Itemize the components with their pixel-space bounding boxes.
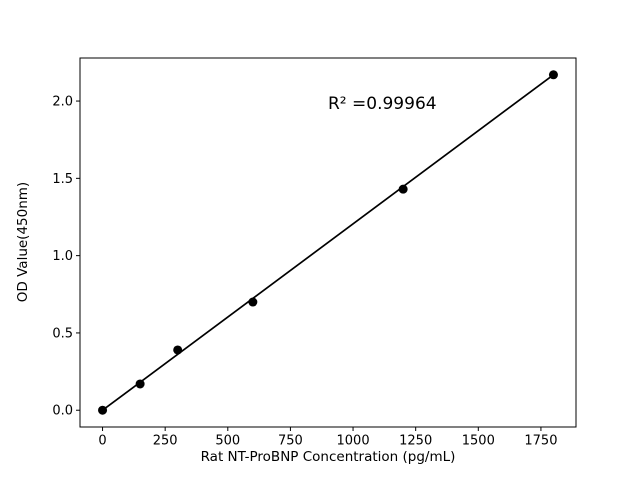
fit-line — [102, 74, 554, 411]
x-tick-label: 500 — [215, 434, 240, 449]
x-tick-label: 750 — [278, 434, 303, 449]
data-point — [98, 405, 108, 415]
r-squared-annotation: R² =0.99964 — [328, 94, 437, 114]
x-tick-label: 0 — [98, 434, 106, 449]
data-point — [173, 345, 183, 355]
data-point — [548, 70, 558, 80]
y-tick-label: 2.0 — [52, 95, 73, 110]
x-tick-label: 1250 — [399, 434, 432, 449]
x-tick-label: 1000 — [337, 434, 370, 449]
data-point — [248, 297, 258, 307]
y-tick-label: 1.5 — [52, 172, 73, 187]
data-point — [398, 184, 408, 194]
chart-generated: 0 250 500 750 1000 1250 1500 1750 0.0 0.5 1.0 1.5 2.… — [52, 57, 577, 449]
x-axis-label: Rat NT-ProBNP Concentration (pg/mL) — [201, 449, 456, 465]
data-point — [135, 379, 145, 389]
x-tick-label: 250 — [153, 434, 178, 449]
y-tick-label: 0.0 — [52, 404, 73, 419]
x-tick-label: 1750 — [524, 434, 557, 449]
y-axis-label: OD Value(450nm) — [15, 182, 31, 302]
y-tick-label: 0.5 — [52, 326, 73, 341]
y-tick-label: 1.0 — [52, 249, 73, 264]
plot-frame — [79, 57, 577, 428]
x-tick-label: 1500 — [462, 434, 495, 449]
